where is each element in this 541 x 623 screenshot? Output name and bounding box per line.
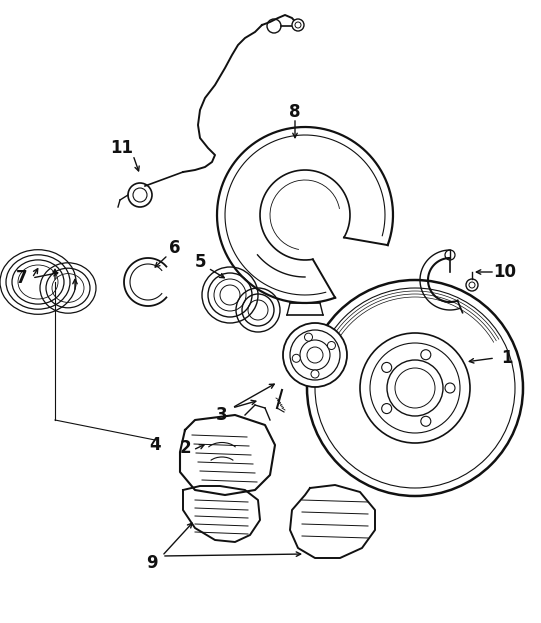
Circle shape [421, 350, 431, 359]
Text: 4: 4 [149, 436, 161, 454]
Text: 6: 6 [169, 239, 181, 257]
Text: 7: 7 [16, 269, 28, 287]
Text: 5: 5 [194, 253, 206, 271]
Circle shape [370, 343, 460, 433]
Circle shape [382, 404, 392, 414]
Circle shape [283, 323, 347, 387]
Circle shape [307, 347, 323, 363]
Circle shape [395, 368, 435, 408]
Circle shape [292, 19, 304, 31]
Circle shape [360, 333, 470, 443]
Circle shape [307, 280, 523, 496]
Circle shape [445, 383, 455, 393]
Circle shape [305, 333, 313, 341]
Circle shape [300, 340, 330, 370]
Circle shape [327, 341, 335, 350]
Text: 3: 3 [216, 406, 228, 424]
Circle shape [292, 354, 300, 363]
Text: 10: 10 [493, 263, 517, 281]
Circle shape [133, 188, 147, 202]
Circle shape [290, 330, 340, 380]
Circle shape [421, 416, 431, 426]
Circle shape [295, 22, 301, 28]
Text: 9: 9 [146, 554, 158, 572]
Circle shape [267, 19, 281, 33]
Text: 8: 8 [289, 103, 301, 121]
Circle shape [445, 250, 455, 260]
Text: 1: 1 [502, 349, 513, 367]
Circle shape [387, 360, 443, 416]
Text: 2: 2 [179, 439, 191, 457]
Circle shape [315, 288, 515, 488]
Circle shape [382, 363, 392, 373]
Circle shape [469, 282, 475, 288]
Text: 11: 11 [110, 139, 134, 157]
Circle shape [128, 183, 152, 207]
Circle shape [311, 370, 319, 378]
Circle shape [466, 279, 478, 291]
